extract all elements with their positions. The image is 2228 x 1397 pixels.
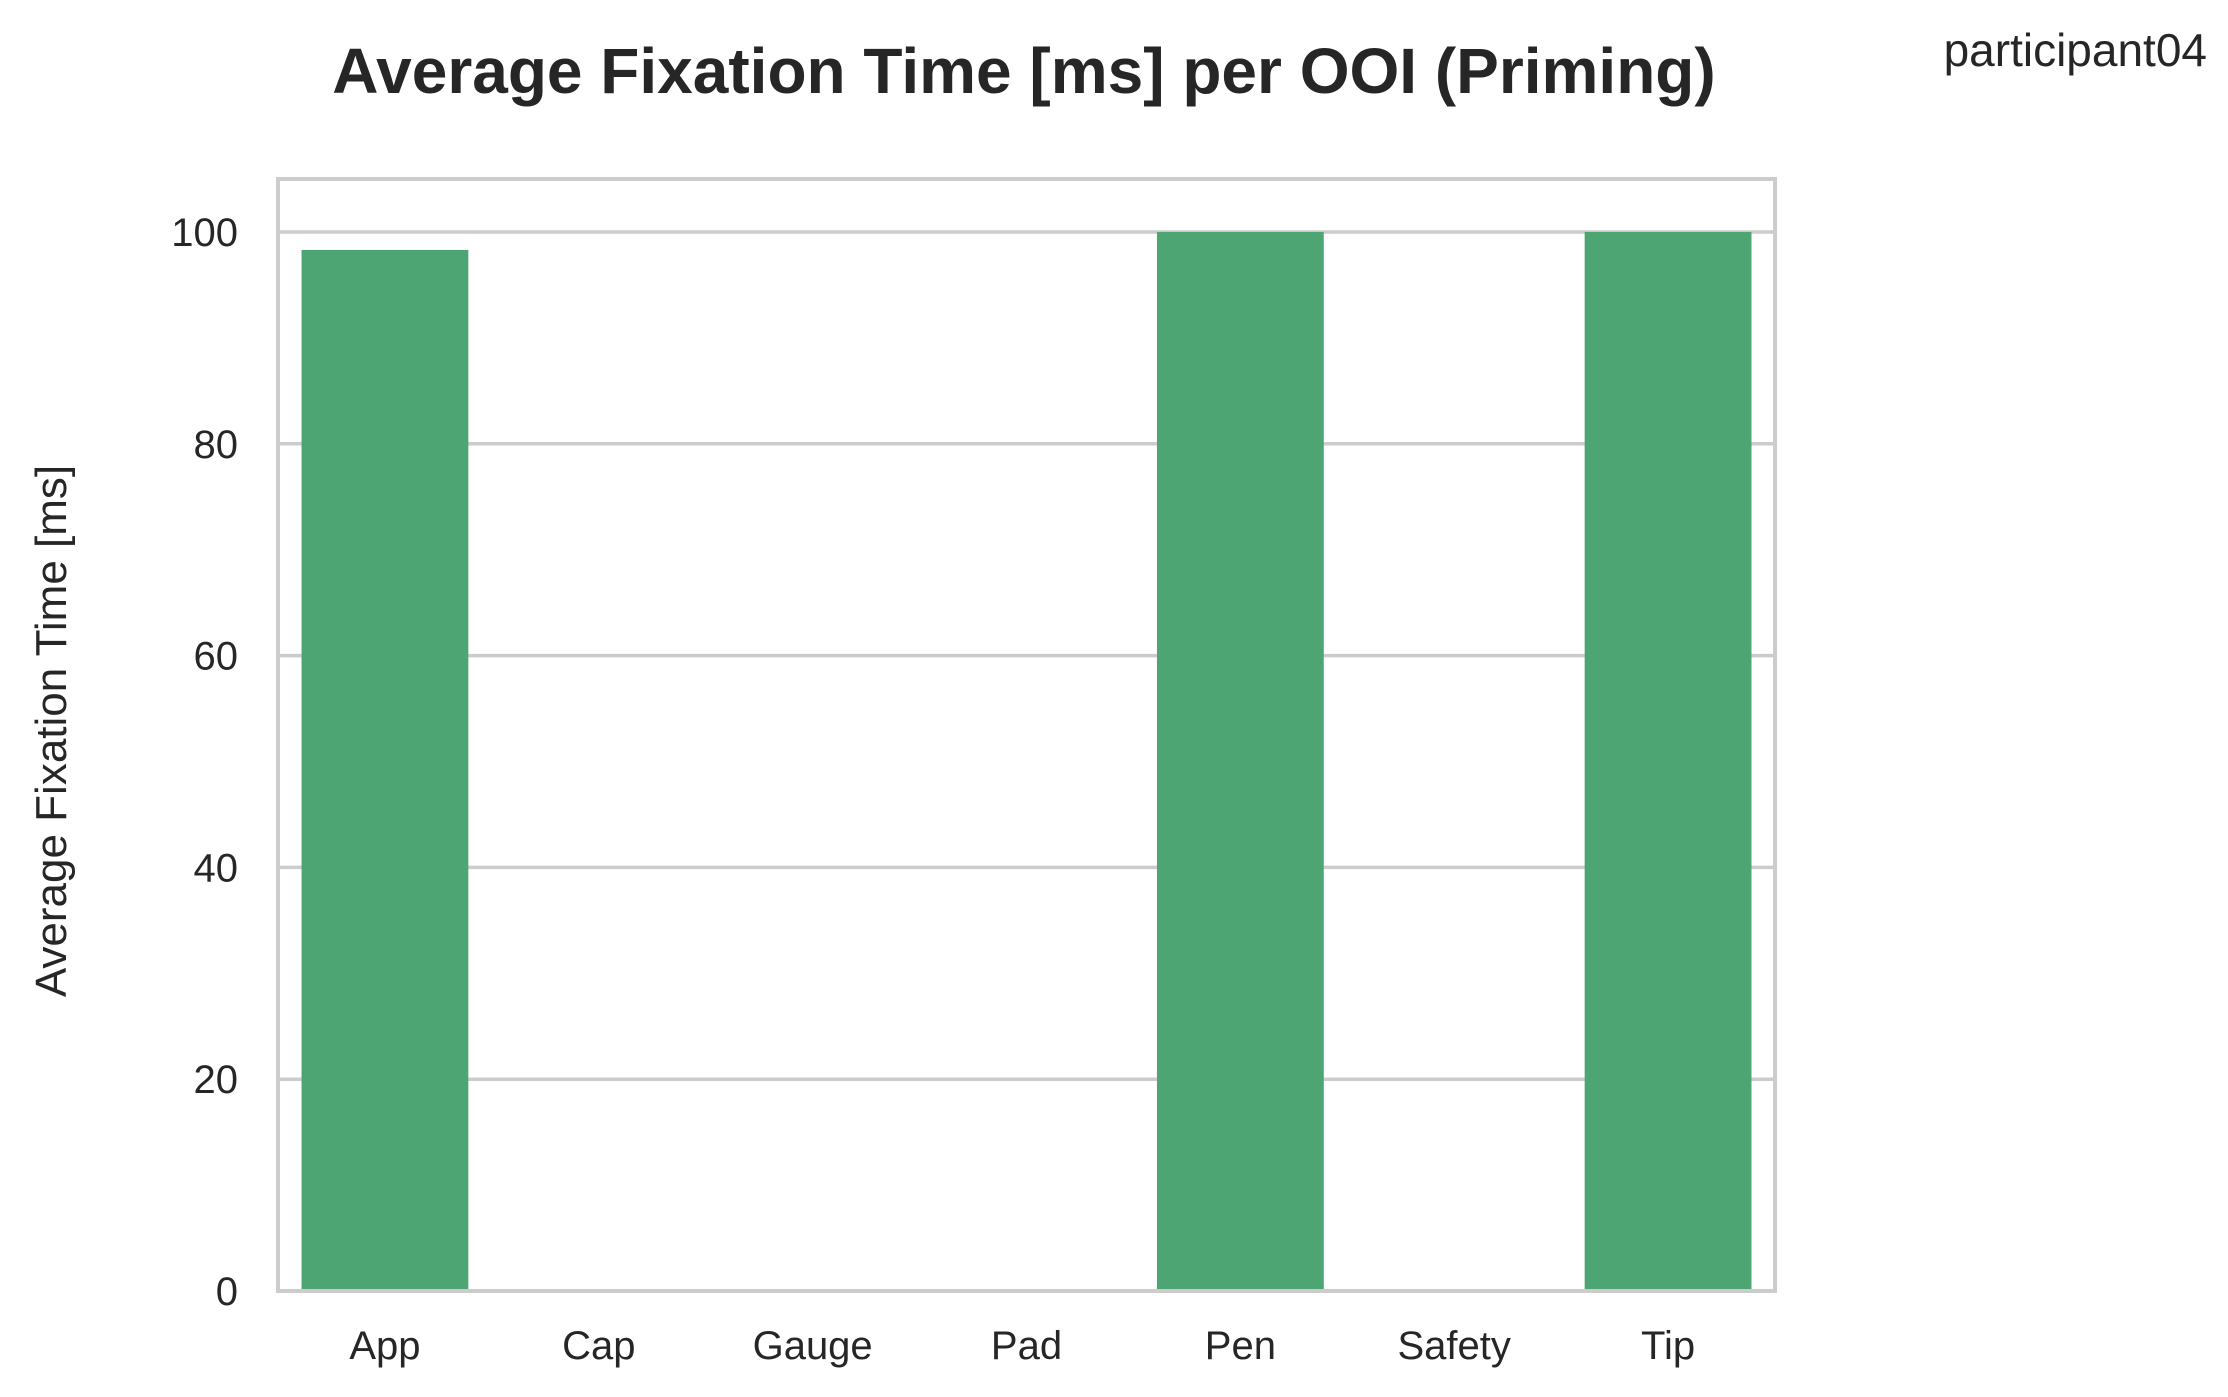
y-tick-label: 0 (216, 1270, 238, 1314)
bars (301, 231, 1752, 1292)
y-tick-label: 60 (194, 635, 239, 679)
x-tick-label-cap: Cap (562, 1324, 635, 1368)
bar-pen (1156, 231, 1324, 1291)
bar-tip (1584, 231, 1752, 1291)
y-axis-label: Average Fixation Time [ms] (27, 465, 76, 997)
x-tick-label-tip: Tip (1641, 1324, 1695, 1368)
x-tick-label-pad: Pad (991, 1324, 1062, 1368)
bar-app (301, 249, 469, 1292)
chart-title: Average Fixation Time [ms] per OOI (Prim… (332, 35, 1715, 107)
x-tick-label-app: App (349, 1324, 420, 1368)
x-axis-ticks: App Cap Gauge Pad Pen Safety Tip (349, 1324, 1695, 1368)
x-tick-label-pen: Pen (1205, 1324, 1276, 1368)
gridlines (278, 230, 1775, 1081)
x-tick-label-gauge: Gauge (753, 1324, 873, 1368)
y-tick-label: 40 (194, 846, 239, 890)
y-tick-label: 20 (194, 1058, 239, 1102)
participant-label: participant04 (1944, 24, 2207, 76)
y-tick-label: 80 (194, 423, 239, 467)
plot-frame (276, 177, 1777, 1293)
y-axis-ticks: 0 20 40 60 80 100 (171, 211, 238, 1314)
x-tick-label-safety: Safety (1398, 1324, 1511, 1368)
y-tick-label: 100 (171, 211, 238, 255)
